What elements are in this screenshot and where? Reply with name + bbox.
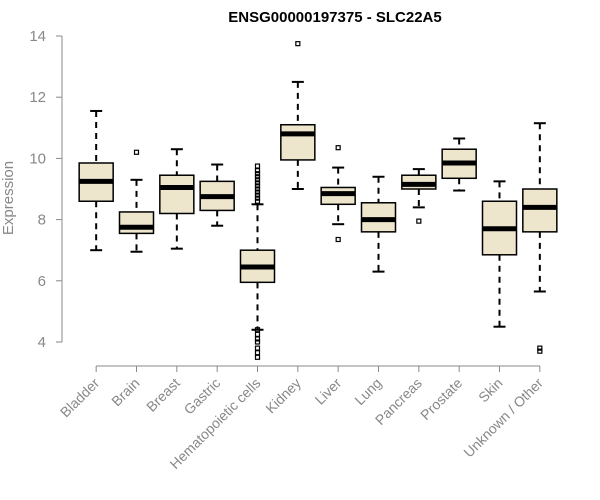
iqr-box	[118, 211, 155, 235]
outlier-point	[537, 348, 543, 354]
x-tick-label: Skin	[475, 375, 506, 406]
outlier-point	[254, 186, 261, 192]
outlier-point	[254, 177, 261, 183]
outlier-point	[254, 339, 261, 345]
outlier-point	[335, 236, 341, 243]
outlier-point	[254, 195, 261, 201]
outlier-point	[254, 163, 261, 169]
y-axis: 4 6 8 10 12 14	[29, 28, 63, 351]
outlier-point	[254, 180, 261, 186]
outlier-point	[537, 345, 543, 351]
y-tick-label: 6	[38, 273, 46, 290]
x-tick-label: Kidney	[262, 375, 304, 417]
outlier-point	[416, 218, 422, 224]
box-group	[118, 149, 155, 253]
x-tick-label: Brain	[108, 375, 142, 409]
outlier-point	[295, 41, 301, 47]
x-tick-label: Breast	[143, 375, 183, 415]
box-group	[280, 41, 316, 190]
y-tick-label: 8	[38, 212, 46, 229]
outlier-point	[254, 198, 261, 204]
box-group	[199, 163, 235, 227]
box-group	[360, 175, 397, 273]
box-series	[78, 41, 558, 360]
box-group	[320, 145, 356, 243]
outlier-point	[254, 345, 261, 351]
y-tick-label: 10	[29, 150, 46, 167]
outlier-point	[254, 189, 261, 195]
outlier-point	[254, 354, 261, 360]
iqr-box	[522, 188, 558, 233]
outlier-point	[254, 327, 261, 333]
outlier-point	[254, 183, 261, 189]
y-tick-label: 4	[38, 334, 46, 351]
iqr-box	[280, 123, 316, 161]
y-axis-label: Expression	[0, 161, 17, 235]
y-tick-label: 12	[29, 89, 46, 106]
outlier-point	[254, 171, 261, 177]
x-tick-label: Lung	[351, 375, 384, 408]
box-group	[441, 137, 477, 192]
box-group	[159, 148, 195, 250]
outlier-point	[133, 149, 140, 155]
iqr-box	[159, 174, 195, 215]
x-tick-label: Bladder	[57, 375, 103, 421]
x-tick-label: Liver	[312, 375, 345, 408]
outlier-point	[254, 331, 261, 337]
outlier-point	[254, 350, 261, 356]
chart-title: ENSG00000197375 - SLC22A5	[228, 9, 441, 26]
x-tick-label: Prostate	[417, 375, 465, 423]
box-group	[481, 180, 518, 328]
box-group	[522, 122, 558, 354]
box-group	[401, 168, 437, 224]
outlier-point	[254, 192, 261, 198]
box-group	[78, 109, 114, 252]
box-group	[239, 163, 276, 360]
outlier-point	[254, 174, 261, 180]
y-tick-label: 14	[29, 28, 46, 45]
outlier-point	[335, 145, 341, 151]
